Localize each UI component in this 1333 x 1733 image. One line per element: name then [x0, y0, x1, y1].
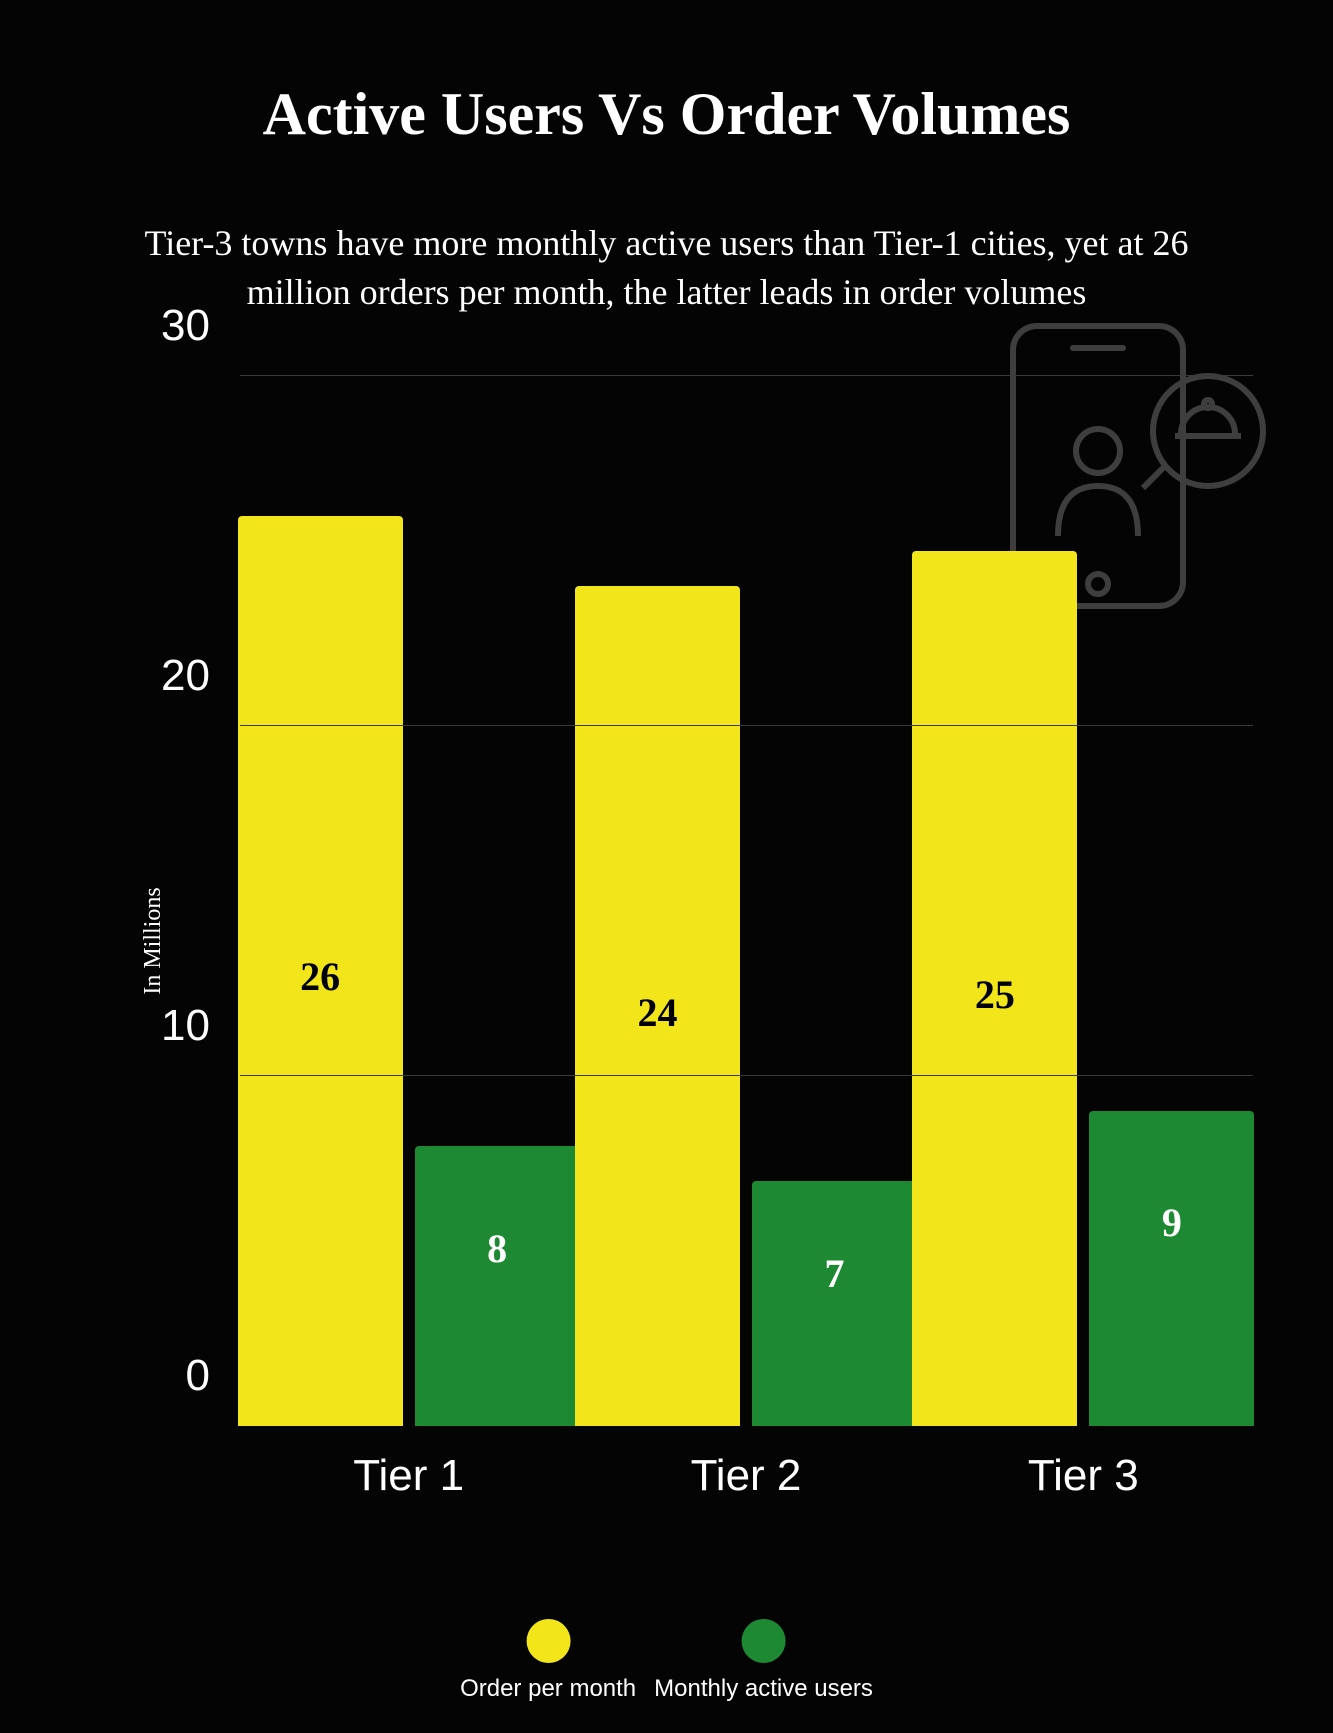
chart-title: Active Users Vs Order Volumes: [60, 80, 1273, 149]
bar: 24: [575, 586, 740, 1426]
bar: 8: [415, 1146, 580, 1426]
bar-value-label: 8: [415, 1225, 580, 1272]
gridline: [240, 1075, 1253, 1076]
bar: 9: [1089, 1111, 1254, 1426]
bar-value-label: 26: [238, 953, 403, 1000]
legend: Order per month Monthly active users: [460, 1619, 873, 1703]
legend-label: Monthly active users: [654, 1675, 873, 1703]
x-tick-label: Tier 1: [240, 1426, 577, 1501]
bars-area: 26 8 24 7 25 9: [240, 376, 1253, 1426]
bar-value-label: 7: [752, 1250, 917, 1297]
bar: 26: [238, 516, 403, 1426]
y-tick-label: 0: [186, 1351, 240, 1401]
bar: 7: [752, 1181, 917, 1426]
bar-group: 25 9: [915, 376, 1252, 1426]
legend-swatch: [526, 1619, 570, 1663]
x-tick-label: Tier 2: [577, 1426, 914, 1501]
bar-value-label: 9: [1089, 1199, 1254, 1246]
plot-area: 268247259 0102030Tier 1Tier 2Tier 3: [240, 376, 1253, 1426]
chart-subtitle: Tier-3 towns have more monthly active us…: [142, 219, 1192, 316]
page-root: Active Users Vs Order Volumes Tier-3 tow…: [0, 0, 1333, 1733]
legend-swatch: [742, 1619, 786, 1663]
x-tick-label: Tier 3: [915, 1426, 1252, 1501]
y-tick-label: 10: [161, 1001, 240, 1051]
legend-item: Order per month: [460, 1619, 636, 1703]
y-axis-label: In Millions: [140, 888, 167, 995]
chart-container: In Millions: [60, 366, 1273, 1516]
legend-label: Order per month: [460, 1675, 636, 1703]
bar-value-label: 24: [575, 989, 740, 1036]
bar-group: 24 7: [577, 376, 914, 1426]
legend-item: Monthly active users: [654, 1619, 873, 1703]
bar-value-label: 25: [912, 971, 1077, 1018]
y-tick-label: 30: [161, 301, 240, 351]
y-tick-label: 20: [161, 651, 240, 701]
bar-group: 26 8: [240, 376, 577, 1426]
bar: 25: [912, 551, 1077, 1426]
gridline: [240, 725, 1253, 726]
gridline: [240, 375, 1253, 376]
